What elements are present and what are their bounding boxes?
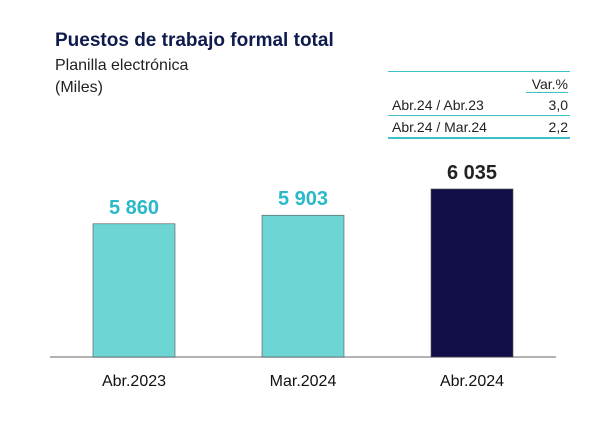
table-header: Var.% [388,72,570,94]
x-tick-label: Mar.2024 [270,373,337,390]
data-label: 5 860 [109,197,159,219]
table-row-value: 2,2 [548,118,568,135]
x-tick-label: Abr.2023 [102,373,166,390]
x-tick-label: Abr.2024 [440,373,504,390]
table-top-rule [388,71,570,72]
table-bottom-rule [388,137,570,139]
data-label: 6 035 [447,162,497,184]
data-label: 5 903 [278,188,328,210]
table-row: Abr.24 / Abr.23 3,0 [388,94,570,115]
table-row: Abr.24 / Mar.24 2,2 [388,116,570,137]
chart-title: Puestos de trabajo formal total [55,30,334,51]
bar-Abr.2024 [430,188,514,358]
table-row-value: 3,0 [548,96,568,113]
chart-subtitle: Planilla electrónica [55,57,189,74]
chart-units: (Miles) [55,79,103,96]
table-row-label: Abr.24 / Abr.23 [392,96,484,113]
bar-Mar.2024 [261,214,345,358]
bar-Abr.2023 [92,223,176,358]
table-header-label: Var.% [525,76,568,93]
table-divider [388,115,570,116]
variation-table: Var.% Abr.24 / Abr.23 3,0 Abr.24 / Mar.2… [388,71,570,139]
table-row-label: Abr.24 / Mar.24 [392,118,487,135]
